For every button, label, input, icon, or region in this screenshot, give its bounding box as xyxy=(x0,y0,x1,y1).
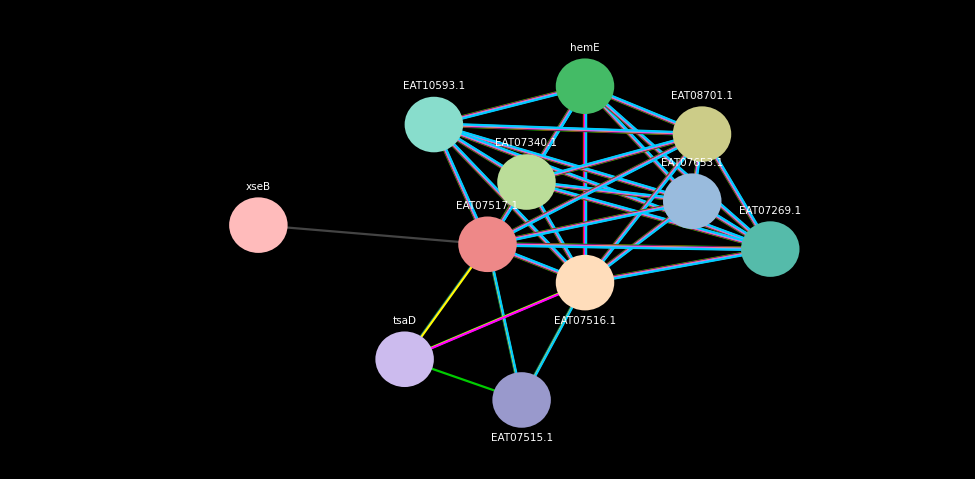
Ellipse shape xyxy=(458,217,517,272)
Text: EAT07515.1: EAT07515.1 xyxy=(490,433,553,444)
Text: tsaD: tsaD xyxy=(393,316,416,326)
Text: EAT07517.1: EAT07517.1 xyxy=(456,201,519,211)
Ellipse shape xyxy=(375,331,434,387)
Text: EAT07269.1: EAT07269.1 xyxy=(739,205,801,216)
Ellipse shape xyxy=(673,106,731,162)
Ellipse shape xyxy=(663,173,722,229)
Text: xseB: xseB xyxy=(246,182,271,192)
Text: EAT08701.1: EAT08701.1 xyxy=(671,91,733,101)
Text: hemE: hemE xyxy=(570,43,600,53)
Ellipse shape xyxy=(492,372,551,428)
Ellipse shape xyxy=(741,221,800,277)
Ellipse shape xyxy=(497,154,556,210)
Ellipse shape xyxy=(556,58,614,114)
Text: EAT07653.1: EAT07653.1 xyxy=(661,158,723,168)
Text: EAT07516.1: EAT07516.1 xyxy=(554,316,616,326)
Ellipse shape xyxy=(405,97,463,152)
Ellipse shape xyxy=(229,197,288,253)
Ellipse shape xyxy=(556,255,614,310)
Text: EAT10593.1: EAT10593.1 xyxy=(403,81,465,91)
Text: EAT07340.1: EAT07340.1 xyxy=(495,138,558,148)
